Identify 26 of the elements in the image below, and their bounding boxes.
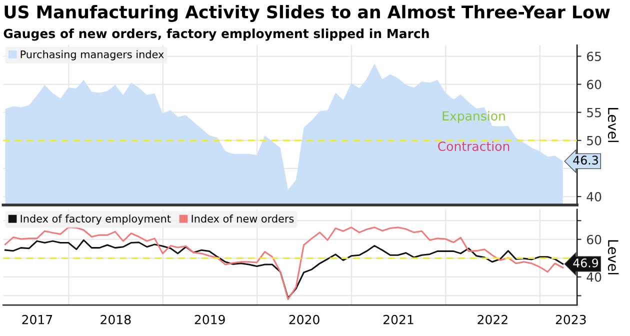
y-axis-title: Level xyxy=(608,240,619,274)
x-tick-label: 2021 xyxy=(384,314,414,324)
legend-label: Index of factory employment xyxy=(20,214,171,225)
annotation: Contraction xyxy=(438,141,510,152)
y-tick-label: 65 xyxy=(586,52,601,62)
y-tick-label: 60 xyxy=(586,80,602,90)
y-axis-title: Level xyxy=(608,108,619,142)
chart-subtitle: Gauges of new orders, factory employment slipped in March xyxy=(4,28,429,41)
y-tick-label: 40 xyxy=(586,192,602,202)
y-tick-label: 60 xyxy=(586,234,602,244)
y-tick-label: 50 xyxy=(587,136,602,146)
legend-label: Index of new orders xyxy=(192,214,294,223)
data-label: 46.3 xyxy=(573,156,598,165)
legend-label: Purchasing managers index xyxy=(20,50,164,60)
y-tick-label: 55 xyxy=(587,108,601,118)
x-tick-label: 2022 xyxy=(478,314,508,324)
x-tick-label: 2018 xyxy=(100,314,131,324)
data-label: 46.9 xyxy=(573,258,598,268)
x-tick-label: 2023 xyxy=(556,314,586,324)
chart-title: US Manufacturing Activity Slides to an Almost Three-Year Low xyxy=(4,5,610,22)
x-tick-label: 2020 xyxy=(289,314,320,324)
x-tick-label: 2019 xyxy=(194,314,225,324)
y-tick-label: 40 xyxy=(586,272,602,282)
line-series xyxy=(4,226,564,300)
annotation: Expansion xyxy=(442,110,505,124)
x-tick-label: 2017 xyxy=(22,314,52,324)
